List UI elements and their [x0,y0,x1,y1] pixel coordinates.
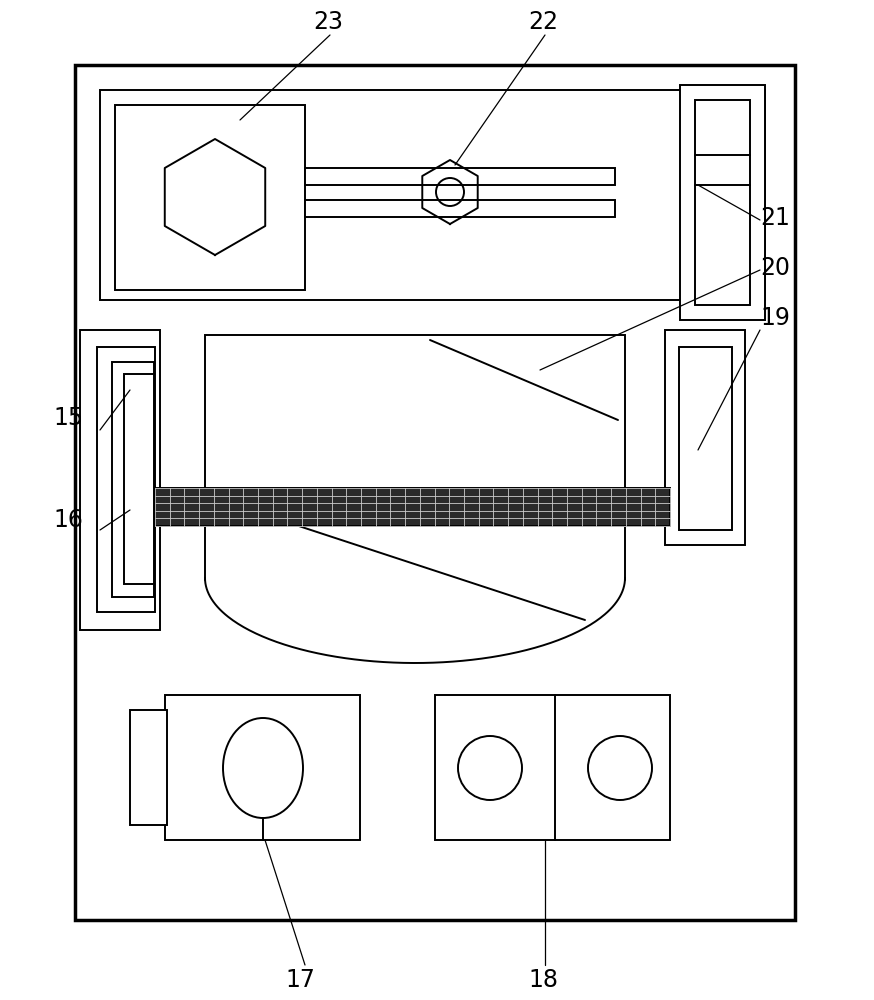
Text: 22: 22 [528,10,558,34]
Bar [100,90,765,300]
Bar [205,335,625,500]
Bar [679,347,732,530]
Bar [124,374,154,584]
Bar [435,695,670,840]
Bar [665,330,745,545]
Text: 16: 16 [53,508,83,532]
Text: 20: 20 [760,256,790,280]
Bar [695,100,750,305]
Bar [155,488,670,526]
Bar [115,105,305,290]
Bar [112,362,154,597]
Text: 23: 23 [313,10,343,34]
Bar [305,200,615,217]
Text: 18: 18 [528,968,558,992]
Bar [75,65,795,920]
Bar [680,85,765,320]
Bar [165,695,360,840]
Bar [97,347,155,612]
Bar [130,710,167,825]
Text: 15: 15 [53,406,83,430]
Text: 17: 17 [285,968,315,992]
Bar [80,330,160,630]
Bar [305,168,615,185]
Text: 19: 19 [760,306,790,330]
Text: 21: 21 [760,206,790,230]
